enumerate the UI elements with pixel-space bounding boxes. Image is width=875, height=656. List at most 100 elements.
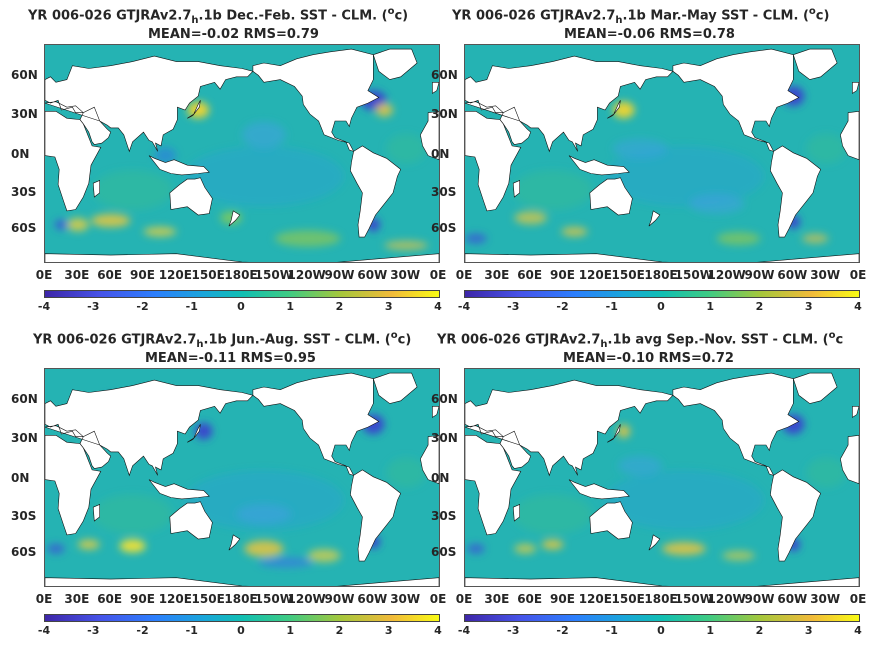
lat-tick-label: 60N	[11, 68, 38, 82]
lat-tick-label: 30S	[11, 509, 37, 523]
land-mass	[465, 111, 522, 212]
land-mass	[648, 534, 661, 551]
lon-tick-label: 90E	[130, 592, 155, 606]
land-mass	[350, 469, 402, 562]
colorbar-tick-label: 4	[434, 300, 442, 313]
colorbar-tick-label: -3	[507, 624, 520, 637]
colorbar-tick-label: -3	[507, 300, 520, 313]
lon-tick-label: 150E	[191, 592, 225, 606]
lat-tick-label: 0N	[431, 471, 450, 485]
land-mass	[512, 180, 521, 198]
lat-tick-label: 60N	[11, 392, 38, 406]
land-mass	[187, 424, 201, 443]
land-mass	[512, 504, 521, 522]
lon-tick-label: 120W	[707, 268, 746, 282]
lat-tick-label: 0N	[11, 471, 30, 485]
colorbar-tick-label: 1	[286, 624, 295, 637]
land-mass	[465, 577, 859, 586]
land-mass	[840, 110, 859, 161]
colorbar-tick-label: 2	[755, 300, 764, 313]
colorbar-tick-label: 1	[286, 300, 295, 313]
lat-tick-label: 60S	[431, 545, 457, 559]
land-mass	[432, 81, 439, 94]
land-mass	[228, 534, 241, 551]
lon-tick-label: 90E	[550, 268, 575, 282]
panel-title: YR 006-026 GTJRAv2.7h.1b Dec.-Feb. SST -…	[28, 6, 409, 26]
anomaly-field	[465, 86, 847, 246]
lon-tick-label: 120E	[578, 592, 612, 606]
land-mass	[568, 479, 630, 500]
lon-tick-label: 90W	[744, 592, 775, 606]
colorbar-tick-label: 1	[706, 300, 715, 313]
lat-tick-label: 30N	[11, 431, 38, 445]
land-mass	[148, 479, 210, 500]
lon-tick-label: 0E	[35, 592, 53, 606]
lat-tick-label: 60S	[431, 221, 457, 235]
lon-tick-label: 30E	[64, 592, 90, 606]
land-mass	[770, 145, 822, 238]
lon-tick-label: 90W	[324, 592, 355, 606]
lon-tick-label: 0E	[849, 592, 867, 606]
land-mass	[852, 405, 859, 418]
land-mass	[252, 48, 380, 152]
lon-tick-label: 60E	[97, 268, 123, 282]
lat-tick-label: 0N	[11, 147, 30, 161]
panel-stats: MEAN=-0.02 RMS=0.79	[148, 27, 319, 42]
lon-tick-label: 60W	[357, 592, 388, 606]
lat-tick-label: 30S	[431, 185, 457, 199]
lon-tick-label: 120W	[287, 592, 326, 606]
lon-tick-label: 60W	[357, 268, 388, 282]
lon-tick-label: 120W	[707, 592, 746, 606]
colorbar-tick-label: 3	[384, 624, 393, 637]
lat-tick-label: 30N	[11, 107, 38, 121]
land-mass	[372, 48, 418, 80]
colorbar-tick-label: -2	[136, 300, 149, 313]
lon-tick-label: 120E	[158, 268, 192, 282]
colorbar-tick-label: 4	[434, 624, 442, 637]
lon-tick-label: 60W	[777, 592, 808, 606]
lon-tick-label: 180E	[644, 592, 678, 606]
land-mass	[372, 372, 418, 404]
lon-tick-label: 0E	[455, 592, 473, 606]
land-mass	[465, 253, 859, 262]
anomaly-field	[54, 90, 429, 251]
land-mass	[792, 48, 838, 80]
lat-tick-label: 30S	[11, 185, 37, 199]
lon-tick-label: 90W	[744, 268, 775, 282]
lon-tick-label: 150W	[254, 268, 293, 282]
land-mass	[45, 253, 439, 262]
land-mass	[672, 372, 800, 476]
colorbar-tick-label: 0	[237, 624, 245, 637]
lon-tick-label: 0E	[429, 268, 447, 282]
lat-tick-label: 0N	[431, 147, 450, 161]
colorbar-tick-label: -1	[605, 624, 618, 637]
land-mass	[589, 177, 633, 216]
lat-tick-label: 60S	[11, 545, 37, 559]
sst-anomaly-map	[44, 368, 440, 587]
land-mass	[187, 100, 201, 119]
land-mass	[45, 111, 102, 212]
colorbar-tick-label: -4	[457, 624, 471, 637]
lon-tick-label: 180E	[224, 268, 258, 282]
lon-tick-label: 30W	[810, 268, 841, 282]
land-mass	[92, 180, 101, 198]
lon-tick-label: 180E	[224, 592, 258, 606]
land-mass	[252, 372, 380, 476]
lat-tick-label: 60N	[431, 392, 458, 406]
lat-tick-label: 60S	[11, 221, 37, 235]
colorbar-tick-label: -4	[37, 624, 51, 637]
land-mass	[420, 110, 439, 161]
lon-tick-label: 90W	[324, 268, 355, 282]
land-mass	[350, 145, 402, 238]
land-mass	[465, 379, 674, 477]
lon-tick-label: 150W	[254, 592, 293, 606]
land-mass	[672, 48, 800, 152]
lon-tick-label: 90E	[550, 592, 575, 606]
land-mass	[770, 469, 822, 562]
lon-tick-label: 150E	[611, 268, 645, 282]
land-mass	[792, 372, 838, 404]
panel-stats: MEAN=-0.06 RMS=0.78	[564, 27, 735, 42]
land-mass	[432, 405, 439, 418]
lon-tick-label: 150W	[674, 592, 713, 606]
colorbar-tick-label: -4	[37, 300, 51, 313]
